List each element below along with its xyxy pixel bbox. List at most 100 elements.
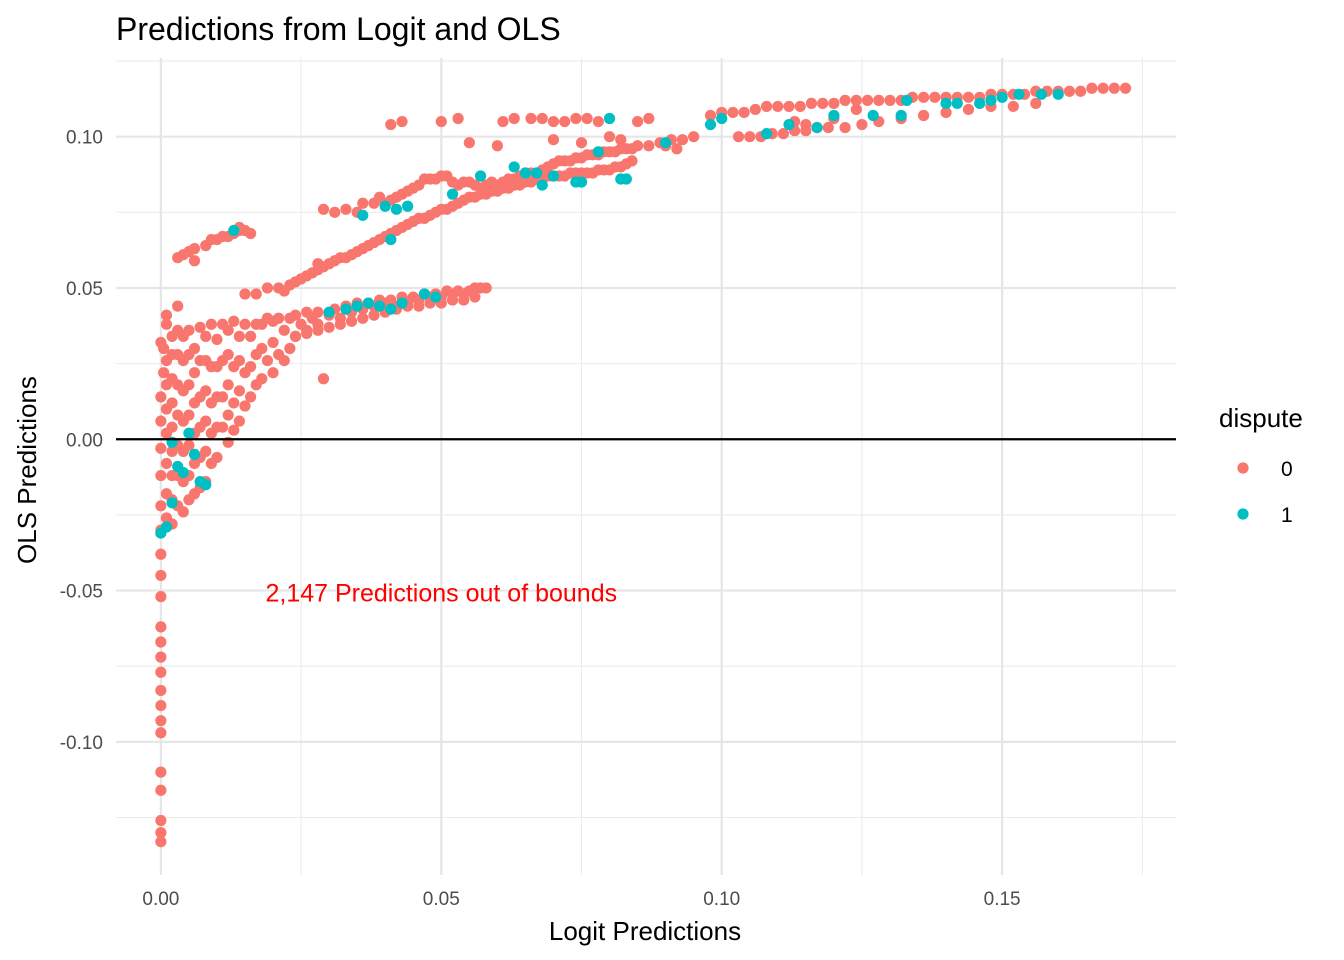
data-point-dispute-0 <box>777 128 790 140</box>
data-point-dispute-0 <box>839 94 851 106</box>
data-point-dispute-1 <box>531 167 543 179</box>
data-point-dispute-0 <box>962 91 975 103</box>
data-point-dispute-1 <box>385 303 397 315</box>
data-point-dispute-1 <box>895 109 907 122</box>
data-point-dispute-1 <box>183 427 195 439</box>
data-point-dispute-1 <box>783 118 795 131</box>
data-point-dispute-0 <box>631 115 644 128</box>
data-point-dispute-0 <box>155 636 167 648</box>
data-point-dispute-0 <box>805 97 818 109</box>
data-point-dispute-0 <box>301 327 313 339</box>
data-point-dispute-0 <box>155 836 167 848</box>
data-point-dispute-0 <box>452 112 464 125</box>
data-point-dispute-0 <box>239 318 251 330</box>
data-point-dispute-0 <box>155 666 167 678</box>
data-point-dispute-0 <box>704 109 717 122</box>
data-point-dispute-1 <box>362 297 374 309</box>
data-point-dispute-0 <box>245 391 257 403</box>
data-point-dispute-0 <box>200 385 212 397</box>
data-point-dispute-0 <box>738 106 750 119</box>
data-point-dispute-0 <box>155 684 167 697</box>
data-point-dispute-0 <box>200 415 212 427</box>
data-point-dispute-0 <box>671 143 683 155</box>
y-tick-label: -0.10 <box>60 733 103 754</box>
data-point-dispute-1 <box>166 497 178 509</box>
data-point-dispute-1 <box>1013 88 1025 100</box>
data-point-dispute-1 <box>547 170 560 182</box>
data-point-dispute-0 <box>760 100 773 113</box>
data-point-dispute-0 <box>177 506 189 518</box>
data-point-dispute-1 <box>716 112 728 125</box>
data-point-dispute-0 <box>643 112 655 125</box>
data-point-dispute-1 <box>379 200 391 212</box>
data-point-dispute-0 <box>385 118 397 131</box>
data-point-dispute-0 <box>1030 97 1042 109</box>
data-point-dispute-0 <box>166 421 178 433</box>
data-point-dispute-0 <box>850 94 862 106</box>
data-point-dispute-0 <box>233 385 245 397</box>
data-point-dispute-0 <box>676 134 689 146</box>
data-point-dispute-1 <box>200 479 212 491</box>
data-point-dispute-0 <box>446 294 459 306</box>
data-point-dispute-0 <box>194 321 206 333</box>
data-point-dispute-0 <box>744 131 756 143</box>
data-point-dispute-0 <box>188 367 201 379</box>
data-point-dispute-0 <box>368 309 380 321</box>
data-point-dispute-0 <box>749 103 761 116</box>
data-point-dispute-1 <box>940 97 952 109</box>
data-point-dispute-0 <box>480 282 492 294</box>
data-point-dispute-1 <box>373 300 386 312</box>
data-point-dispute-0 <box>155 569 167 582</box>
data-point-dispute-0 <box>458 294 470 306</box>
data-point-dispute-0 <box>155 715 167 727</box>
data-point-dispute-0 <box>160 318 173 330</box>
data-point-dispute-0 <box>211 451 223 464</box>
data-point-dispute-0 <box>155 500 167 512</box>
data-point-dispute-1 <box>340 303 352 315</box>
data-point-dispute-1 <box>323 306 335 318</box>
data-point-dispute-1 <box>519 167 532 179</box>
data-point-dispute-0 <box>317 203 330 215</box>
x-axis-title: Logit Predictions <box>549 916 741 946</box>
data-point-dispute-1 <box>760 128 773 140</box>
data-point-dispute-1 <box>430 291 442 303</box>
data-point-dispute-1 <box>402 200 414 212</box>
data-point-dispute-0 <box>183 439 195 451</box>
x-tick-label: 0.05 <box>423 889 460 910</box>
data-point-dispute-0 <box>211 333 223 346</box>
data-point-dispute-0 <box>155 469 167 482</box>
data-point-dispute-0 <box>334 318 346 330</box>
data-point-dispute-0 <box>267 336 279 349</box>
data-point-dispute-0 <box>273 312 285 324</box>
data-point-dispute-0 <box>155 591 167 603</box>
data-point-dispute-0 <box>732 131 745 143</box>
data-point-dispute-0 <box>1075 85 1087 97</box>
data-point-dispute-0 <box>183 409 195 421</box>
data-point-dispute-0 <box>205 318 217 330</box>
data-point-dispute-0 <box>278 324 290 336</box>
data-point-dispute-1 <box>508 161 520 173</box>
data-point-dispute-0 <box>239 400 251 412</box>
legend-label-0: 0 <box>1281 458 1293 481</box>
data-point-dispute-0 <box>233 354 245 367</box>
data-point-dispute-0 <box>1108 82 1120 94</box>
data-point-dispute-1 <box>390 203 403 215</box>
data-point-dispute-0 <box>817 97 829 109</box>
data-point-dispute-1 <box>385 233 397 246</box>
data-point-dispute-0 <box>245 330 257 342</box>
data-point-dispute-1 <box>985 94 997 106</box>
grid-lines <box>116 58 1176 875</box>
data-point-dispute-0 <box>643 140 655 152</box>
y-tick-label: -0.05 <box>60 582 103 603</box>
data-point-dispute-1 <box>704 118 717 131</box>
data-point-dispute-1 <box>867 109 879 122</box>
x-tick-label: 0.10 <box>703 889 740 910</box>
data-point-dispute-1 <box>418 288 431 300</box>
data-point-dispute-0 <box>289 330 302 342</box>
data-point-dispute-0 <box>155 336 167 349</box>
data-point-dispute-0 <box>918 91 930 103</box>
data-point-dispute-0 <box>873 94 885 106</box>
data-point-dispute-1 <box>536 179 548 191</box>
legend-key-1 <box>1237 508 1249 520</box>
